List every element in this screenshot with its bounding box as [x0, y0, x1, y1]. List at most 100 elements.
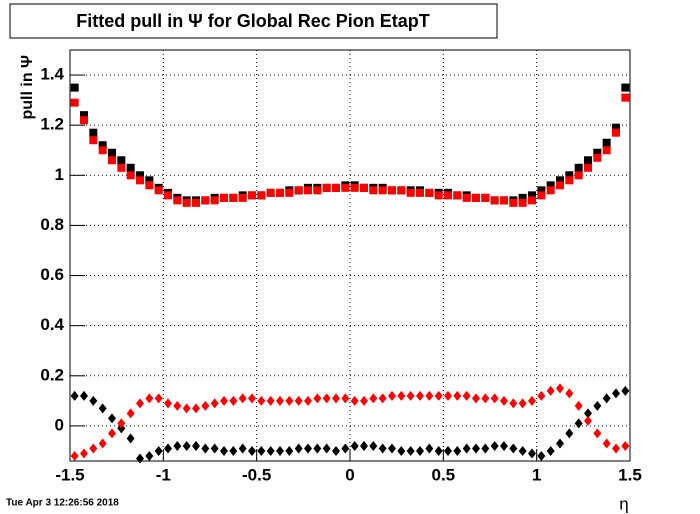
- diamond-marker: [276, 395, 284, 406]
- square-marker: [80, 116, 88, 125]
- diamond-marker: [145, 393, 154, 404]
- diamond-marker: [220, 445, 228, 456]
- square-marker: [444, 191, 452, 200]
- diamond-marker: [378, 393, 387, 404]
- diamond-marker: [248, 445, 256, 456]
- square-marker: [182, 198, 191, 207]
- square-marker: [70, 98, 79, 107]
- diamond-marker: [556, 383, 564, 394]
- square-marker: [332, 183, 340, 192]
- diamond-marker: [322, 393, 331, 404]
- square-marker: [481, 193, 490, 202]
- square-marker: [98, 141, 107, 150]
- diamond-marker: [453, 445, 462, 456]
- x-tick-label: -1.5: [55, 465, 84, 484]
- diamond-marker: [537, 390, 546, 401]
- diamond-marker: [173, 400, 182, 411]
- square-marker: [621, 83, 630, 92]
- square-marker: [294, 186, 303, 195]
- diamond-marker: [565, 388, 574, 399]
- diamond-marker: [126, 408, 135, 419]
- diamond-marker: [332, 393, 340, 404]
- diamond-marker: [369, 393, 378, 404]
- square-marker: [556, 176, 564, 185]
- square-marker: [89, 136, 98, 145]
- diamond-marker: [378, 443, 387, 454]
- diamond-marker: [266, 445, 275, 456]
- diamond-marker: [257, 395, 266, 406]
- diamond-marker: [602, 393, 611, 404]
- diamond-marker: [182, 403, 191, 414]
- x-axis-label: η: [619, 494, 628, 513]
- square-marker: [537, 186, 546, 195]
- square-marker: [145, 181, 154, 190]
- square-marker: [490, 196, 499, 205]
- y-tick-label: 1.2: [40, 115, 64, 134]
- diamond-marker: [126, 433, 135, 444]
- square-marker: [70, 83, 79, 92]
- title-box: [9, 3, 498, 39]
- diamond-marker: [80, 390, 88, 401]
- square-marker: [360, 183, 368, 192]
- chart-title: Fitted pull in Ψ for Global Rec Pion Eta…: [76, 11, 430, 31]
- y-tick-label: 0.8: [40, 215, 64, 234]
- diamond-marker: [397, 390, 406, 401]
- square-marker: [369, 186, 378, 195]
- diamond-marker: [350, 440, 359, 451]
- square-marker: [621, 93, 630, 102]
- diamond-marker: [164, 398, 172, 409]
- square-marker: [574, 163, 583, 172]
- diamond-marker: [98, 438, 107, 449]
- diamond-marker: [444, 390, 452, 401]
- diamond-marker: [453, 390, 462, 401]
- x-tick-label: 1.5: [618, 465, 642, 484]
- diamond-marker: [584, 415, 592, 426]
- square-marker: [117, 156, 126, 165]
- diamond-marker: [294, 443, 303, 454]
- diamond-marker: [481, 393, 490, 404]
- square-marker: [164, 191, 172, 200]
- square-marker: [425, 188, 434, 197]
- square-marker: [117, 163, 126, 172]
- square-marker: [574, 171, 583, 180]
- diamond-marker: [584, 408, 592, 419]
- square-marker: [304, 186, 312, 195]
- diamond-marker: [574, 418, 583, 429]
- diamond-marker: [500, 395, 508, 406]
- diamond-marker: [388, 390, 396, 401]
- square-marker: [285, 188, 294, 197]
- square-marker: [500, 196, 508, 205]
- square-marker: [602, 146, 611, 155]
- x-tick-label: 0: [345, 465, 354, 484]
- diamond-marker: [416, 445, 424, 456]
- square-marker: [154, 186, 163, 195]
- diamond-marker: [528, 448, 536, 459]
- diamond-marker: [360, 440, 368, 451]
- square-marker: [388, 186, 396, 195]
- diamond-marker: [434, 445, 443, 456]
- diamond-marker: [621, 385, 630, 396]
- square-marker: [528, 191, 536, 200]
- diamond-marker: [117, 423, 126, 434]
- square-marker: [136, 176, 144, 185]
- square-marker: [220, 193, 228, 202]
- square-marker: [126, 171, 135, 180]
- diamond-marker: [238, 443, 247, 454]
- diamond-marker: [332, 445, 340, 456]
- diamond-marker: [304, 443, 312, 454]
- diamond-marker: [518, 398, 527, 409]
- timestamp: Tue Apr 3 12:26:56 2018: [6, 498, 119, 509]
- square-marker: [229, 193, 238, 202]
- diamond-marker: [509, 398, 518, 409]
- diamond-marker: [313, 393, 322, 404]
- diamond-marker: [220, 395, 228, 406]
- square-marker: [397, 186, 406, 195]
- diamond-marker: [145, 450, 154, 461]
- diamond-marker: [472, 393, 480, 404]
- square-marker: [126, 163, 135, 172]
- diamond-marker: [537, 450, 546, 461]
- diamond-marker: [210, 443, 219, 454]
- square-marker: [266, 188, 275, 197]
- square-marker: [89, 128, 98, 137]
